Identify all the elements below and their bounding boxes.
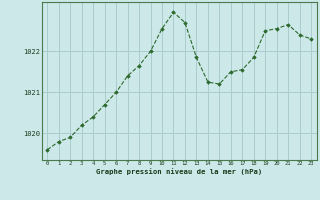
X-axis label: Graphe pression niveau de la mer (hPa): Graphe pression niveau de la mer (hPa) [96, 168, 262, 175]
